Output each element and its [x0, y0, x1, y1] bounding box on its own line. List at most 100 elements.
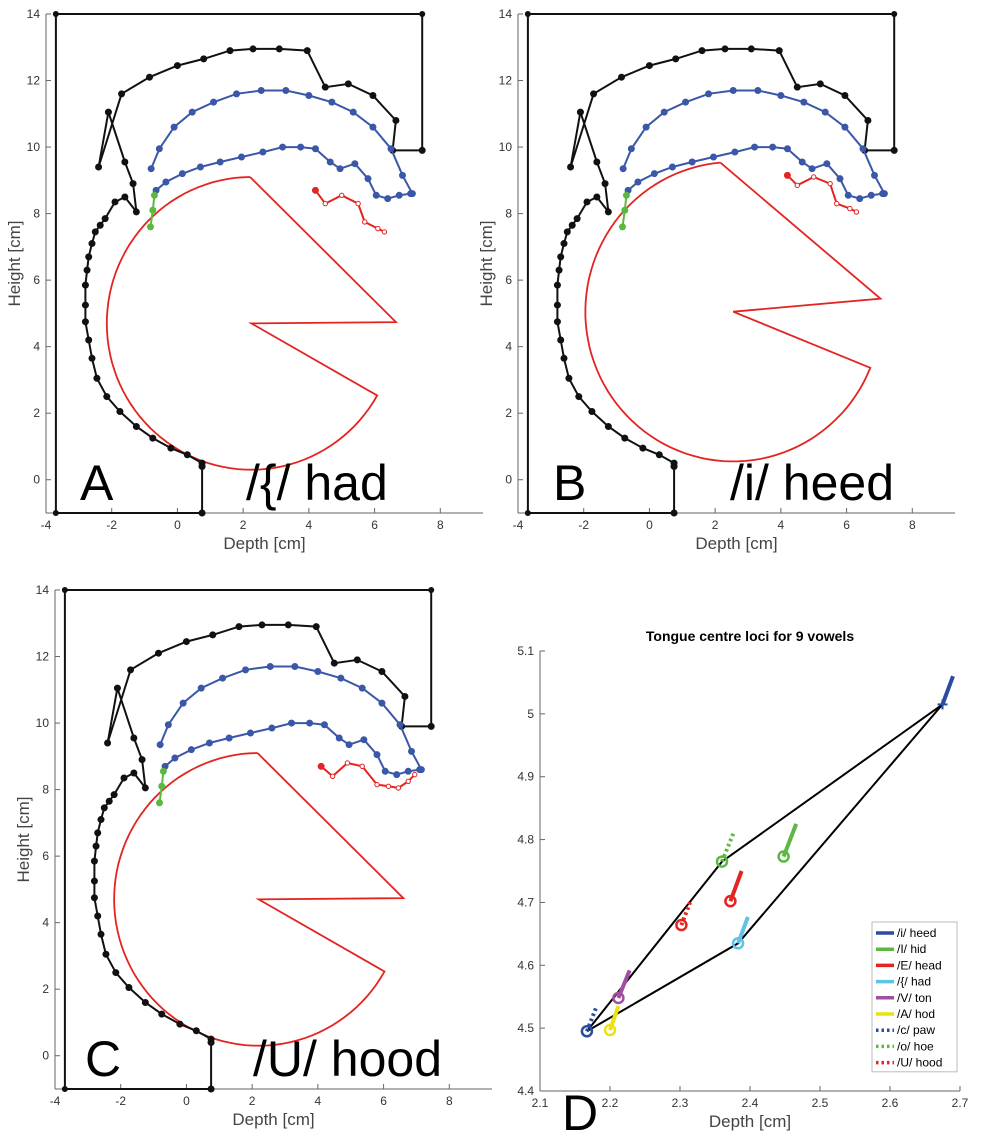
vocal-tract-outline-point: [575, 393, 583, 401]
x-tick-label: 6: [380, 1094, 387, 1108]
palate-upper-point: [210, 98, 218, 106]
palate-lower-point: [384, 195, 392, 203]
palate-lower-point: [320, 721, 328, 729]
x-tick-label: 2.1: [532, 1096, 549, 1110]
vocal-tract-outline-point: [81, 301, 89, 309]
palate-upper-point: [396, 721, 404, 729]
vocal-tract-outline-point: [588, 408, 596, 416]
tongue-lip-point: [362, 219, 368, 225]
palate-lower-point: [247, 729, 254, 737]
vocal-tract-outline-corner-point: [419, 11, 426, 17]
tongue-lip-point: [339, 192, 345, 199]
vocal-tract-outline-line: [526, 13, 896, 514]
vocal-tract-outline-point: [553, 301, 561, 309]
vocal-tract-outline-point: [173, 62, 181, 70]
vocal-tract-outline-corner-point: [52, 11, 59, 17]
vocal-tract-outline-point: [207, 1085, 215, 1093]
vocal-tract-outline-point: [112, 969, 120, 977]
vocal-tract-outline-point: [553, 318, 561, 326]
palate-upper-point: [188, 108, 196, 116]
vocal-tract-outline-point: [557, 253, 565, 261]
vocal-tract-outline-point: [103, 393, 111, 401]
vocal-tract-outline-point: [258, 621, 266, 629]
vocal-tract-outline-point: [104, 108, 112, 116]
tongue-lip-point: [827, 180, 833, 187]
palate-lower-point: [856, 195, 864, 203]
palate-lower-point: [395, 191, 403, 199]
vocal-tract-outline-corner-point: [61, 587, 68, 593]
vocal-tract-outline-point: [104, 739, 112, 747]
palate-lower-point: [634, 178, 642, 186]
palate-upper-point: [156, 741, 164, 749]
vocal-tract-outline-point: [116, 408, 124, 416]
y-tick-label: 0: [33, 473, 40, 487]
palate-upper-point: [682, 98, 690, 106]
vocal-tract-outline-corner-point: [419, 147, 426, 154]
y-tick-label: 6: [42, 849, 49, 863]
vowel-trajectory: [940, 675, 955, 706]
vocal-tract-outline-point: [793, 83, 801, 91]
y-tick-label: 6: [33, 273, 40, 287]
x-tick-label: 8: [909, 518, 916, 532]
palate-lower-point: [823, 160, 831, 168]
palate-upper-point: [155, 145, 163, 153]
y-tick-label: 4: [42, 916, 49, 930]
legend-label: /A/ hod: [897, 1007, 935, 1021]
x-tick-label: 4: [306, 518, 313, 532]
vocal-tract-outline-line: [63, 589, 433, 1090]
y-tick-label: 8: [33, 207, 40, 221]
vocal-tract-outline-point: [235, 623, 243, 631]
larynx-point: [149, 206, 157, 214]
palate-lower-point: [335, 734, 343, 742]
vocal-tract-outline-point: [378, 668, 386, 676]
x-tick-label: -2: [115, 1094, 126, 1108]
tongue-lip-point: [322, 200, 328, 207]
vocal-tract-outline-point: [146, 73, 153, 81]
y-tick-label: 14: [36, 583, 50, 597]
vocal-tract-outline-corner-point: [524, 510, 531, 516]
vowel-label: /i/ heed: [730, 455, 894, 511]
x-tick-label: 2.7: [952, 1096, 969, 1110]
tongue-arc: [105, 176, 399, 471]
vocal-tract-outline-point: [85, 336, 93, 344]
palate-lower-point: [808, 165, 816, 173]
larynx-point: [621, 206, 629, 214]
vocal-tract-outline-point: [149, 434, 157, 442]
vocal-tract-outline-point: [101, 215, 109, 223]
palate-upper-point: [378, 699, 386, 707]
y-tick-label: 4.8: [517, 833, 534, 847]
vocal-tract-outline-point: [138, 756, 146, 764]
palate-upper-point: [358, 684, 366, 692]
palate-lower-point: [404, 767, 412, 775]
larynx-point: [146, 223, 154, 231]
vocal-tract-outline-point: [775, 47, 783, 55]
vocal-tract-outline-corner-point: [891, 147, 898, 154]
vocal-tract-outline-point: [121, 158, 129, 166]
x-tick-label: -2: [106, 518, 117, 532]
vocal-tract-outline-point: [321, 83, 329, 91]
palate-lower-point: [306, 719, 314, 727]
palate-lower-point: [731, 148, 739, 156]
vocal-tract-outline-point: [141, 999, 149, 1007]
chart-title: Tongue centre loci for 9 vowels: [646, 628, 854, 644]
vocal-tract-outline-point: [563, 228, 571, 236]
y-tick-label: 4.6: [517, 958, 534, 972]
palate-upper-point: [257, 87, 265, 95]
palate-upper-point: [777, 92, 785, 100]
vocal-tract-outline-point: [127, 666, 135, 674]
palate-lower-point: [710, 153, 717, 161]
palate-lower-point: [879, 190, 887, 198]
palate-lower-point: [225, 734, 233, 742]
larynx-point: [618, 223, 626, 231]
vowel-label: /U/ hood: [253, 1031, 442, 1087]
vocal-tract-outline-point: [601, 180, 609, 188]
vocal-tract-outline-point: [555, 266, 563, 274]
x-tick-label: 2.2: [602, 1096, 619, 1110]
tongue-lip-point: [344, 760, 351, 766]
palate-lower-point: [205, 739, 213, 747]
vocal-tract-outline-point: [102, 950, 110, 958]
vocal-tract-outline-point: [392, 116, 400, 124]
y-tick-label: 4: [33, 340, 40, 354]
vocal-tract-outline-point: [573, 215, 581, 223]
palate-lower-point: [196, 163, 204, 171]
